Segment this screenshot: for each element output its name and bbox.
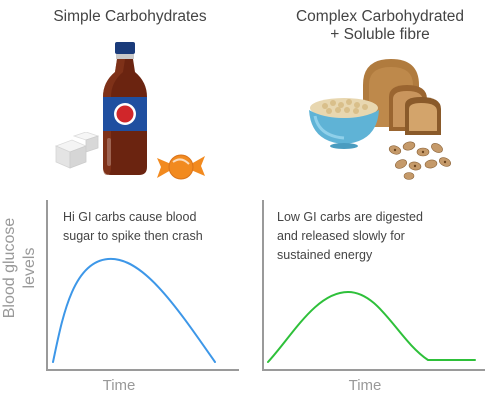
right-curve-path bbox=[267, 290, 476, 363]
right-y-axis bbox=[262, 200, 264, 370]
title-complex-line1: Complex Carbohydrated bbox=[295, 8, 464, 25]
title-complex-line2: + Soluble fibre bbox=[330, 26, 430, 43]
sugar-cube-icon bbox=[54, 132, 100, 169]
left-curve-path bbox=[52, 257, 216, 363]
right-caption-line: Low GI carbs are digested bbox=[277, 210, 423, 224]
title-complex-carbs: Complex Carbohydrated + Soluble fibre bbox=[265, 8, 495, 44]
right-caption-line: sustained energy bbox=[277, 248, 373, 262]
left-x-axis-label: Time bbox=[102, 377, 136, 394]
left-caption-line: sugar to spike then crash bbox=[63, 229, 203, 243]
title-simple-carbs: Simple Carbohydrates bbox=[53, 8, 207, 25]
soda-bottle-icon bbox=[103, 42, 147, 175]
right-x-axis-label: Time bbox=[348, 377, 382, 394]
right-x-axis bbox=[262, 369, 485, 371]
cereal-bowl-icon bbox=[309, 98, 379, 149]
beans-icon bbox=[388, 141, 451, 180]
left-caption: Hi GI carbs cause blood sugar to spike t… bbox=[63, 208, 203, 246]
right-caption: Low GI carbs are digested and released s… bbox=[277, 208, 423, 265]
right-caption-line: and released slowly for bbox=[277, 229, 405, 243]
left-x-axis bbox=[46, 369, 239, 371]
left-y-axis bbox=[46, 200, 48, 370]
candy-icon bbox=[157, 154, 205, 180]
left-caption-line: Hi GI carbs cause blood bbox=[63, 210, 197, 224]
